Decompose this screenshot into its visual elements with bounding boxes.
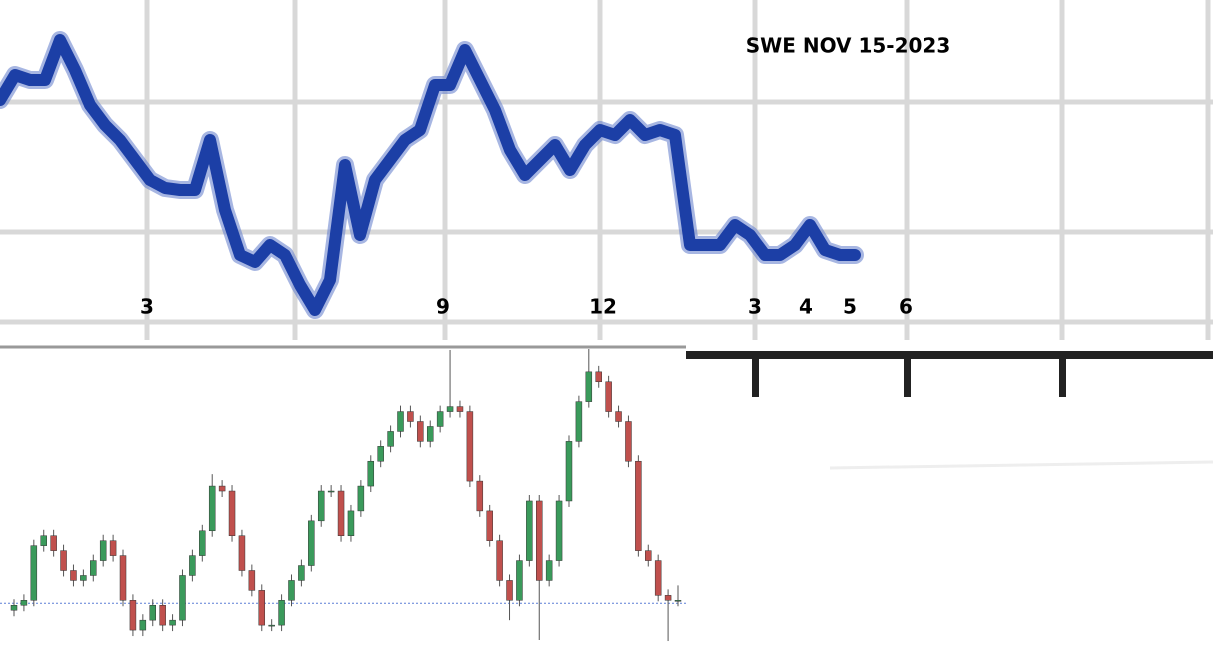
x-label: 3: [748, 295, 762, 319]
candle-body: [496, 540, 503, 581]
candle-body: [347, 510, 355, 536]
candle-body: [159, 605, 166, 626]
candle-body: [119, 555, 127, 601]
candle-body: [595, 371, 602, 383]
candle-body: [506, 580, 513, 601]
x-label: 6: [899, 295, 913, 319]
axis-tick: [904, 355, 911, 397]
candle-body: [327, 490, 335, 493]
candle-body: [20, 600, 28, 606]
candle-body: [70, 570, 77, 581]
candle-body: [387, 431, 394, 447]
candle-body: [466, 411, 474, 482]
candle-body: [545, 560, 553, 581]
candle-body: [664, 595, 672, 601]
candlestick-chart: [0, 348, 686, 642]
x-label: 3: [140, 295, 154, 319]
candle-body: [536, 500, 543, 581]
candle-body: [407, 411, 414, 422]
candle-body: [189, 555, 196, 576]
candle-body: [80, 575, 87, 581]
candle-body: [565, 441, 573, 502]
top-grid: [0, 0, 1213, 470]
candle-body: [268, 624, 275, 627]
axis-bar: [686, 351, 1213, 359]
candle-body: [397, 411, 404, 432]
x-label: 9: [436, 295, 450, 319]
candle-body: [288, 580, 295, 601]
candle-body: [417, 421, 424, 442]
candle-body: [357, 485, 365, 512]
candle-body: [575, 401, 583, 442]
candle-body: [139, 619, 147, 631]
line-chart: 3 9 12 3 4 5 6: [0, 31, 913, 319]
candle-body: [10, 605, 18, 611]
candle-body: [60, 550, 67, 571]
candle-body: [129, 600, 137, 631]
candle-body: [635, 460, 642, 551]
candle-body: [50, 535, 57, 551]
candle-body: [377, 446, 384, 462]
candle-body: [40, 535, 47, 546]
candle-body: [585, 371, 593, 402]
candle-body: [238, 535, 246, 571]
faint-line: [829, 460, 1213, 470]
candle-body: [476, 480, 484, 512]
x-label: 12: [589, 295, 617, 319]
candle-body: [90, 560, 97, 576]
candle-body: [446, 406, 454, 412]
candle-body: [555, 500, 563, 561]
candle-body: [149, 605, 156, 621]
candle-body: [674, 600, 682, 602]
candle-body: [317, 490, 325, 522]
candle-body: [337, 490, 345, 536]
candle-body: [298, 565, 305, 581]
chart-title: SWE NOV 15-2023: [746, 34, 951, 58]
candle-body: [526, 500, 533, 561]
candle-body: [436, 411, 444, 427]
candle-body: [456, 406, 464, 412]
candle-body: [367, 460, 375, 487]
candle-body: [516, 560, 523, 601]
candle-body: [486, 510, 493, 541]
candle-body: [199, 530, 206, 556]
candle-body: [30, 545, 38, 601]
candle-body: [625, 421, 632, 462]
candle-body: [169, 619, 176, 626]
axis-tick: [752, 355, 759, 397]
candle-body: [308, 520, 315, 566]
axis-tick: [1059, 355, 1066, 397]
x-label: 5: [843, 295, 857, 319]
candle-body: [248, 570, 256, 591]
candle-body: [615, 411, 622, 422]
x-label: 4: [799, 295, 813, 319]
candle-body: [645, 550, 652, 561]
candle-body: [218, 485, 226, 492]
candle-body: [179, 575, 186, 621]
candle-body: [258, 590, 266, 626]
candle-body: [278, 600, 285, 626]
candle-body: [109, 540, 117, 556]
candle-body: [208, 485, 216, 532]
candle-body: [99, 540, 107, 561]
candle-body: [654, 560, 662, 596]
candle-body: [228, 490, 236, 536]
line: [0, 34, 861, 316]
candle-body: [426, 426, 434, 442]
candle-body: [605, 381, 612, 412]
